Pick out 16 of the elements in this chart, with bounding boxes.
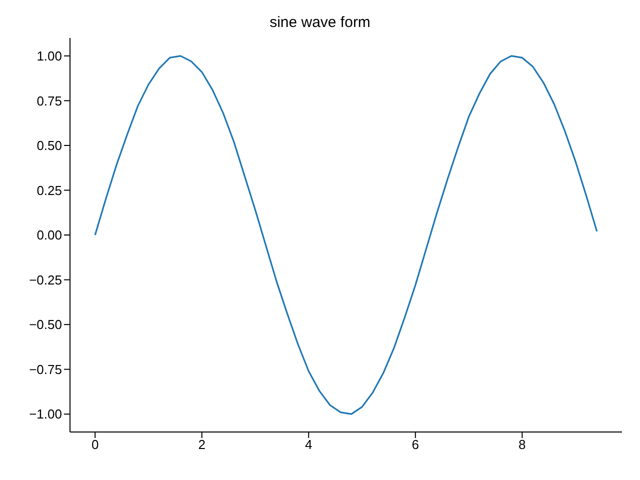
y-tick-label: 0.50 bbox=[36, 138, 62, 154]
y-tick-label: −0.25 bbox=[29, 272, 62, 288]
x-tick-label: 4 bbox=[305, 437, 312, 452]
chart-title: sine wave form bbox=[268, 13, 372, 33]
x-tick-label: 2 bbox=[198, 437, 206, 452]
y-tick-label: 0.00 bbox=[36, 228, 62, 243]
y-tick-label: 0.25 bbox=[36, 182, 62, 198]
y-tick-label: 0.75 bbox=[36, 93, 62, 108]
y-tick-label: −0.75 bbox=[29, 362, 62, 377]
x-tick-label: 0 bbox=[91, 437, 99, 452]
y-tick-label: −1.00 bbox=[29, 406, 62, 422]
y-tick-label: 1.00 bbox=[36, 48, 62, 64]
x-tick-label: 6 bbox=[412, 437, 420, 452]
line-series bbox=[94, 55, 598, 415]
y-tick-label: −0.50 bbox=[29, 317, 62, 332]
x-tick-label: 8 bbox=[518, 437, 526, 452]
